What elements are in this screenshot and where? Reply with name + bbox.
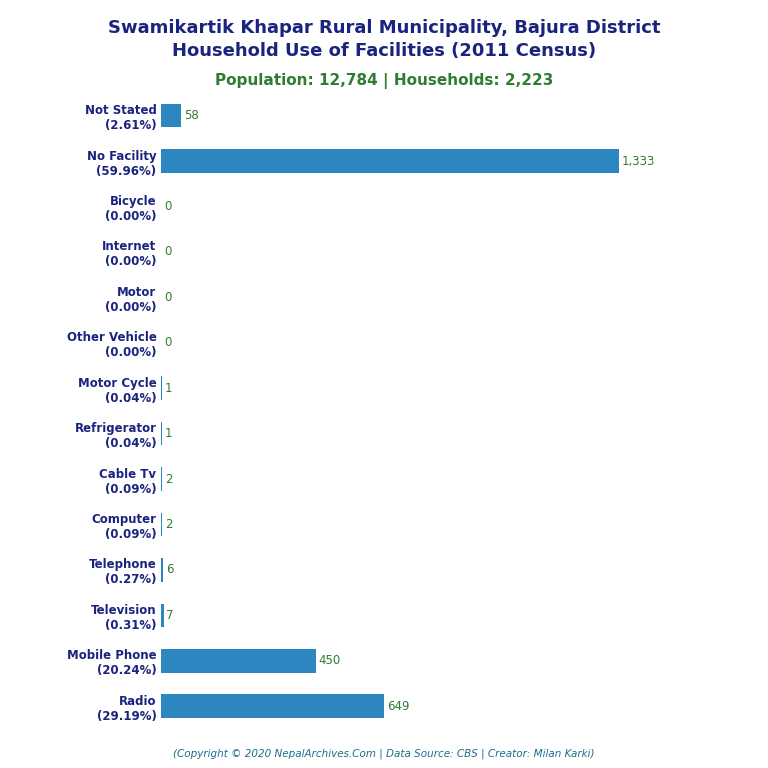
Text: 0: 0 bbox=[164, 291, 171, 304]
Text: 1: 1 bbox=[164, 382, 172, 395]
Bar bbox=[161, 604, 164, 627]
Text: 450: 450 bbox=[319, 654, 341, 667]
Bar bbox=[161, 149, 618, 173]
Text: Swamikartik Khapar Rural Municipality, Bajura District: Swamikartik Khapar Rural Municipality, B… bbox=[108, 19, 660, 37]
Text: 7: 7 bbox=[167, 609, 174, 622]
Text: Population: 12,784 | Households: 2,223: Population: 12,784 | Households: 2,223 bbox=[215, 73, 553, 89]
Text: (Copyright © 2020 NepalArchives.Com | Data Source: CBS | Creator: Milan Karki): (Copyright © 2020 NepalArchives.Com | Da… bbox=[174, 748, 594, 759]
Text: 0: 0 bbox=[164, 200, 171, 213]
Bar bbox=[161, 649, 316, 673]
Text: 2: 2 bbox=[164, 518, 172, 531]
Text: 6: 6 bbox=[166, 564, 174, 577]
Text: 0: 0 bbox=[164, 336, 171, 349]
Text: 649: 649 bbox=[386, 700, 409, 713]
Text: 2: 2 bbox=[164, 472, 172, 485]
Bar bbox=[161, 694, 384, 718]
Text: Household Use of Facilities (2011 Census): Household Use of Facilities (2011 Census… bbox=[172, 42, 596, 60]
Text: 1,333: 1,333 bbox=[621, 154, 654, 167]
Bar bbox=[161, 104, 181, 127]
Text: 1: 1 bbox=[164, 427, 172, 440]
Bar bbox=[161, 558, 164, 581]
Text: 58: 58 bbox=[184, 109, 199, 122]
Text: 0: 0 bbox=[164, 245, 171, 258]
